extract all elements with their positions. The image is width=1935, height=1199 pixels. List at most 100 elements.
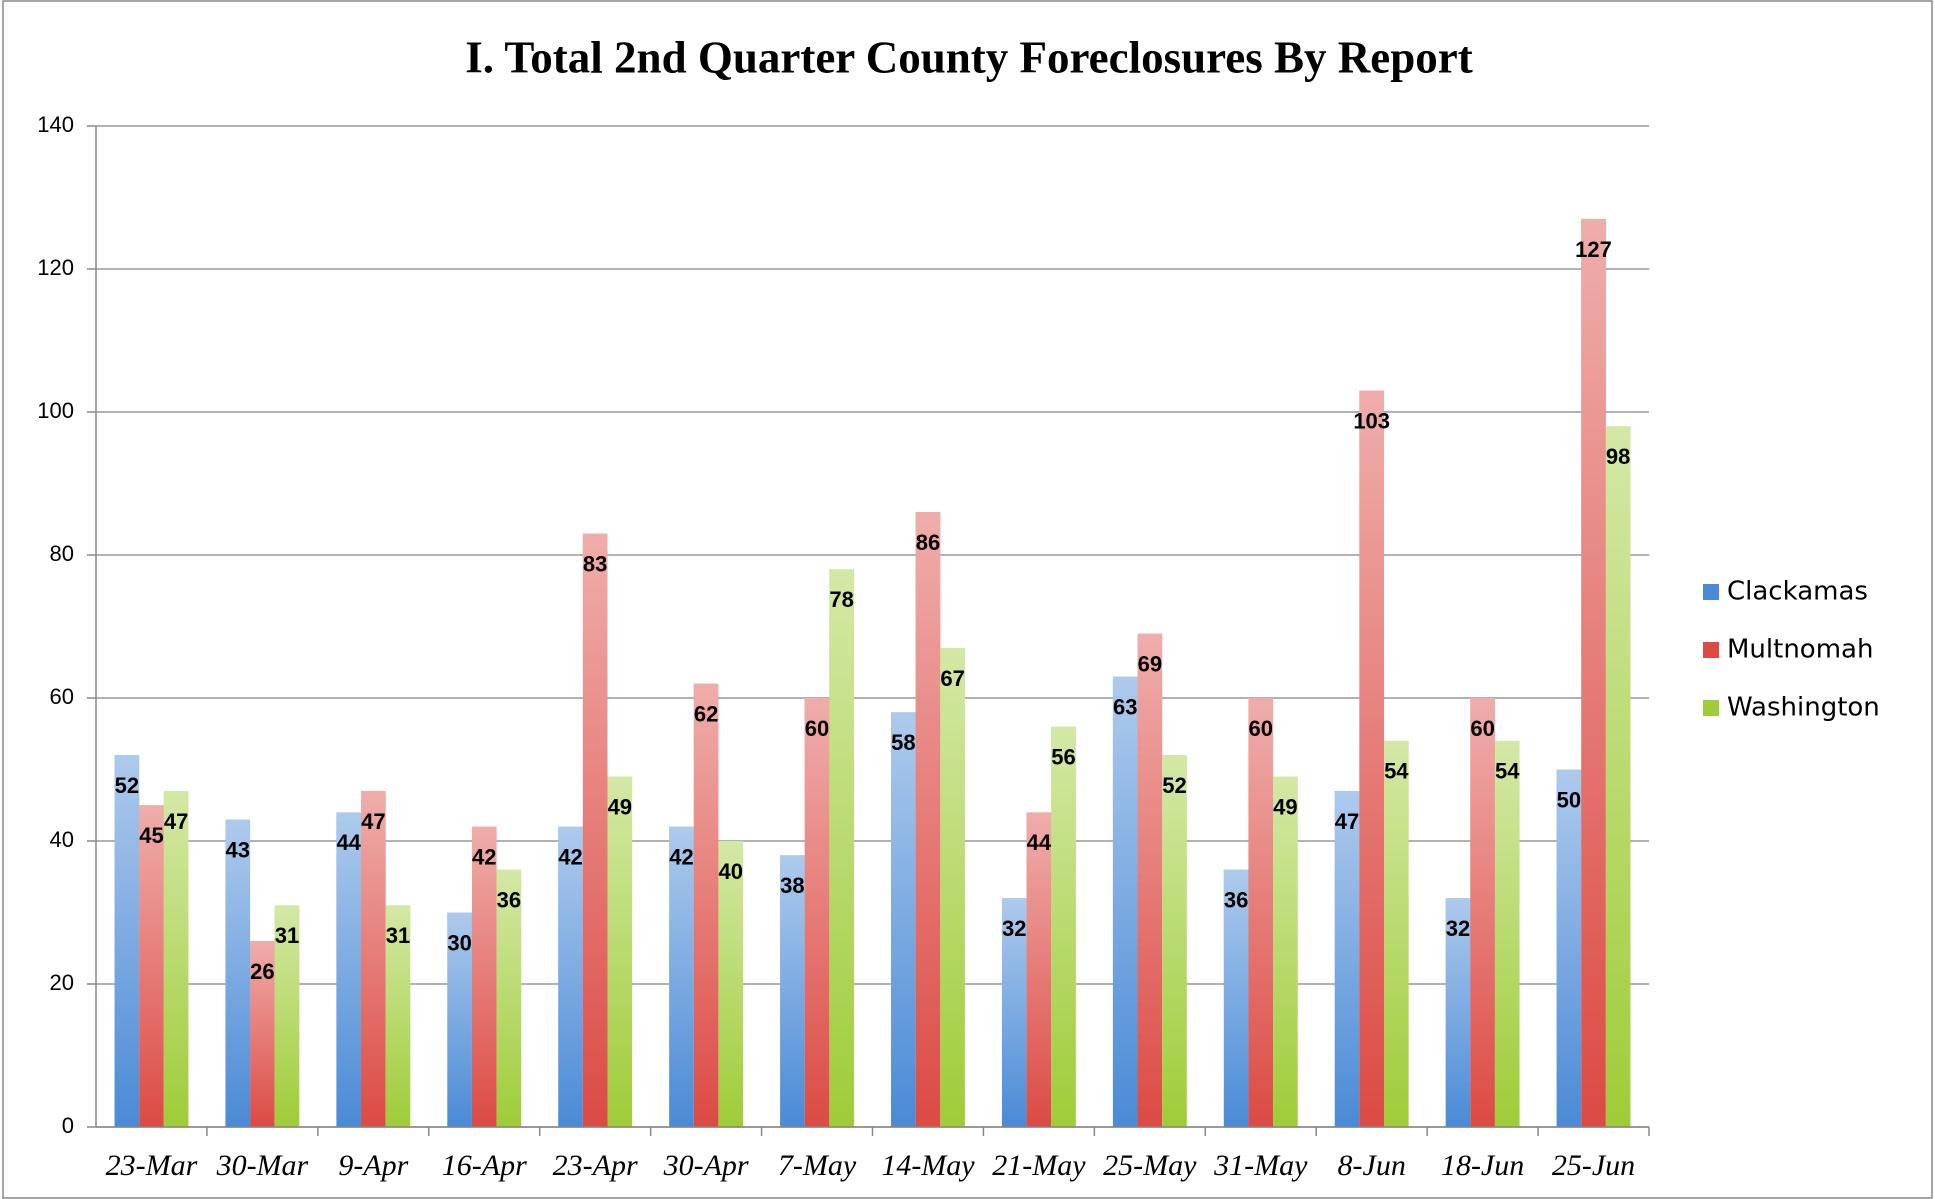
bar xyxy=(804,698,830,1127)
bar xyxy=(225,819,251,1127)
bar xyxy=(891,712,916,1127)
value-label: 43 xyxy=(226,837,250,862)
bar xyxy=(1556,769,1582,1127)
value-label: 36 xyxy=(497,887,521,912)
bar xyxy=(1273,776,1298,1127)
bar xyxy=(1581,218,1606,1127)
bar xyxy=(1334,790,1360,1127)
legend-label: Washington xyxy=(1727,693,1880,723)
y-tick-label: 100 xyxy=(37,398,74,423)
value-label: 127 xyxy=(1575,237,1612,262)
bar xyxy=(669,826,694,1127)
value-label: 62 xyxy=(694,702,718,727)
value-label: 103 xyxy=(1353,408,1390,433)
value-label: 56 xyxy=(1051,744,1075,769)
bar xyxy=(829,569,854,1127)
value-label: 30 xyxy=(447,930,471,955)
value-label: 44 xyxy=(1027,830,1052,855)
legend-label: Clackamas xyxy=(1727,577,1868,607)
x-tick-label: 30-Apr xyxy=(663,1149,749,1182)
value-label: 69 xyxy=(1138,651,1162,676)
bar xyxy=(361,790,386,1127)
value-label: 42 xyxy=(558,845,582,870)
value-label: 47 xyxy=(361,809,385,834)
value-label: 78 xyxy=(829,587,853,612)
chart-title: I. Total 2nd Quarter County Foreclosures… xyxy=(465,32,1473,82)
y-tick-label: 60 xyxy=(50,684,74,709)
bar xyxy=(1383,740,1409,1127)
value-label: 98 xyxy=(1606,444,1630,469)
x-tick-label: 23-Mar xyxy=(106,1149,198,1182)
x-tick-label: 9-Apr xyxy=(338,1149,408,1182)
value-label: 31 xyxy=(386,923,410,948)
bar xyxy=(1494,740,1520,1127)
x-tick-label: 23-Apr xyxy=(553,1149,638,1182)
value-label: 60 xyxy=(1249,716,1273,741)
bar xyxy=(718,841,744,1127)
value-label: 47 xyxy=(1335,809,1359,834)
x-tick-label: 21-May xyxy=(992,1149,1086,1182)
bar xyxy=(114,755,140,1127)
value-label: 67 xyxy=(940,666,964,691)
value-label: 49 xyxy=(608,794,632,819)
bar xyxy=(139,805,164,1127)
value-label: 54 xyxy=(1384,759,1409,784)
legend-swatch xyxy=(1703,642,1719,658)
y-tick-label: 20 xyxy=(50,970,74,995)
y-tick-label: 140 xyxy=(37,112,74,137)
value-label: 42 xyxy=(472,845,496,870)
y-tick-label: 40 xyxy=(50,827,74,852)
value-label: 50 xyxy=(1557,787,1581,812)
bar xyxy=(607,776,633,1127)
x-tick-label: 25-Jun xyxy=(1552,1149,1635,1182)
bar xyxy=(163,790,189,1127)
bar xyxy=(1162,755,1187,1127)
value-label: 32 xyxy=(1446,916,1470,941)
value-label: 52 xyxy=(1162,773,1186,798)
bar xyxy=(1112,676,1138,1127)
bar xyxy=(915,512,941,1127)
bar xyxy=(940,647,965,1127)
y-tick-label: 0 xyxy=(62,1113,74,1138)
bar xyxy=(693,683,719,1127)
value-label: 40 xyxy=(718,859,742,884)
x-tick-label: 16-Apr xyxy=(442,1149,527,1182)
x-tick-label: 25-May xyxy=(1103,1149,1197,1182)
bar xyxy=(582,533,608,1127)
value-label: 38 xyxy=(780,873,804,898)
y-tick-label: 120 xyxy=(37,255,74,280)
x-tick-label: 7-May xyxy=(778,1149,857,1182)
bar xyxy=(1026,812,1052,1127)
value-label: 63 xyxy=(1113,694,1137,719)
x-tick-label: 31-May xyxy=(1213,1149,1308,1182)
bar xyxy=(1605,426,1631,1127)
bar xyxy=(1359,390,1384,1127)
value-label: 60 xyxy=(1470,716,1494,741)
bar xyxy=(558,826,583,1127)
value-label: 36 xyxy=(1224,887,1248,912)
value-label: 58 xyxy=(891,730,915,755)
value-label: 86 xyxy=(916,530,940,555)
bar xyxy=(1137,633,1163,1127)
value-label: 32 xyxy=(1002,916,1026,941)
value-label: 60 xyxy=(805,716,829,741)
value-label: 49 xyxy=(1273,794,1297,819)
bar xyxy=(471,826,497,1127)
bar xyxy=(336,812,362,1127)
y-tick-label: 80 xyxy=(50,541,74,566)
bar xyxy=(1470,698,1495,1127)
x-tick-label: 30-Mar xyxy=(216,1149,309,1182)
value-label: 42 xyxy=(669,845,693,870)
value-label: 54 xyxy=(1495,759,1520,784)
value-label: 47 xyxy=(164,809,188,834)
bar xyxy=(1248,698,1274,1127)
bar xyxy=(1051,726,1076,1127)
x-tick-label: 14-May xyxy=(881,1149,975,1182)
value-label: 31 xyxy=(275,923,299,948)
value-label: 45 xyxy=(139,823,163,848)
value-label: 44 xyxy=(336,830,361,855)
x-tick-label: 8-Jun xyxy=(1338,1149,1406,1182)
value-label: 83 xyxy=(583,551,607,576)
